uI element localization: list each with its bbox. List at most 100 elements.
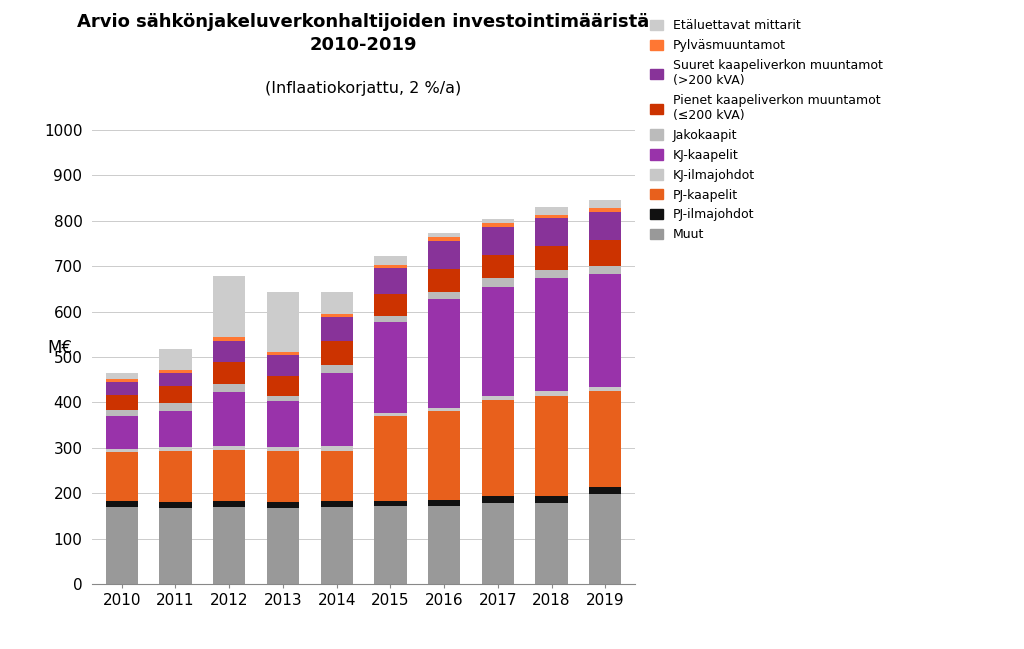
Bar bbox=[213, 341, 246, 362]
Bar bbox=[267, 376, 299, 395]
Bar bbox=[105, 382, 138, 395]
Bar bbox=[536, 207, 567, 215]
Bar bbox=[374, 506, 407, 584]
Bar bbox=[481, 400, 514, 496]
Bar bbox=[321, 502, 353, 507]
Bar bbox=[213, 276, 246, 337]
Bar bbox=[536, 246, 567, 270]
Bar bbox=[321, 365, 353, 373]
Bar bbox=[374, 256, 407, 265]
Bar bbox=[321, 293, 353, 314]
Bar bbox=[481, 496, 514, 503]
Bar bbox=[321, 341, 353, 365]
Bar bbox=[321, 447, 353, 450]
Bar bbox=[105, 379, 138, 382]
Bar bbox=[536, 215, 567, 218]
Bar bbox=[105, 507, 138, 584]
Bar bbox=[589, 387, 622, 391]
Bar bbox=[267, 352, 299, 355]
Bar bbox=[213, 507, 246, 584]
Bar bbox=[428, 269, 460, 293]
Bar bbox=[374, 268, 407, 294]
Bar bbox=[267, 292, 299, 352]
Bar bbox=[105, 395, 138, 410]
Bar bbox=[481, 397, 514, 400]
Text: Arvio sähkönjakeluverkonhaltijoiden investointimääristä
2010-2019: Arvio sähkönjakeluverkonhaltijoiden inve… bbox=[78, 13, 649, 54]
Bar bbox=[160, 403, 191, 411]
Bar bbox=[321, 317, 353, 341]
Bar bbox=[374, 500, 407, 506]
Bar bbox=[536, 218, 567, 246]
Bar bbox=[213, 502, 246, 507]
Bar bbox=[267, 402, 299, 447]
Bar bbox=[267, 395, 299, 402]
Bar bbox=[374, 413, 407, 417]
Bar bbox=[536, 496, 567, 503]
Bar bbox=[589, 208, 622, 212]
Bar bbox=[428, 241, 460, 269]
Bar bbox=[536, 278, 567, 391]
Bar bbox=[589, 200, 622, 208]
Bar bbox=[428, 293, 460, 299]
Bar bbox=[267, 447, 299, 451]
Bar bbox=[374, 265, 407, 268]
Bar bbox=[481, 503, 514, 584]
Bar bbox=[589, 487, 622, 494]
Bar bbox=[105, 502, 138, 507]
Bar bbox=[105, 410, 138, 416]
Bar bbox=[160, 370, 191, 373]
Bar bbox=[267, 451, 299, 502]
Bar bbox=[105, 416, 138, 448]
Bar bbox=[374, 322, 407, 413]
Bar bbox=[213, 384, 246, 393]
Bar bbox=[160, 386, 191, 403]
Bar bbox=[481, 219, 514, 223]
Bar bbox=[428, 408, 460, 411]
Bar bbox=[160, 451, 191, 502]
Bar bbox=[321, 314, 353, 317]
Bar bbox=[481, 278, 514, 286]
Bar bbox=[428, 506, 460, 584]
Bar bbox=[213, 450, 246, 502]
Bar bbox=[160, 373, 191, 386]
Bar bbox=[536, 395, 567, 496]
Bar bbox=[160, 502, 191, 508]
Text: (Inflaatiokorjattu, 2 %/a): (Inflaatiokorjattu, 2 %/a) bbox=[265, 81, 462, 96]
Bar bbox=[160, 447, 191, 451]
Bar bbox=[481, 286, 514, 397]
Bar bbox=[428, 234, 460, 238]
Bar bbox=[428, 238, 460, 241]
Bar bbox=[267, 355, 299, 376]
Bar bbox=[481, 227, 514, 254]
Bar bbox=[213, 362, 246, 384]
Bar bbox=[481, 223, 514, 227]
Bar bbox=[213, 446, 246, 450]
Bar bbox=[160, 508, 191, 584]
Bar bbox=[589, 494, 622, 584]
Bar bbox=[536, 391, 567, 395]
Bar bbox=[589, 266, 622, 275]
Bar bbox=[589, 391, 622, 487]
Bar bbox=[428, 500, 460, 506]
Bar bbox=[105, 373, 138, 379]
Bar bbox=[321, 450, 353, 502]
Bar bbox=[536, 270, 567, 278]
Bar bbox=[267, 508, 299, 584]
Bar bbox=[536, 503, 567, 584]
Y-axis label: M€: M€ bbox=[47, 339, 72, 357]
Bar bbox=[589, 212, 622, 240]
Bar bbox=[321, 373, 353, 447]
Bar bbox=[374, 315, 407, 322]
Bar bbox=[213, 337, 246, 341]
Legend: Etäluettavat mittarit, Pylväsmuuntamot, Suuret kaapeliverkon muuntamot
(>200 kVA: Etäluettavat mittarit, Pylväsmuuntamot, … bbox=[650, 19, 883, 241]
Bar bbox=[105, 448, 138, 452]
Bar bbox=[589, 240, 622, 266]
Bar bbox=[160, 349, 191, 370]
Bar bbox=[267, 502, 299, 508]
Bar bbox=[160, 411, 191, 447]
Bar bbox=[213, 393, 246, 446]
Bar bbox=[374, 417, 407, 500]
Bar bbox=[374, 294, 407, 315]
Bar bbox=[321, 507, 353, 584]
Bar bbox=[589, 275, 622, 387]
